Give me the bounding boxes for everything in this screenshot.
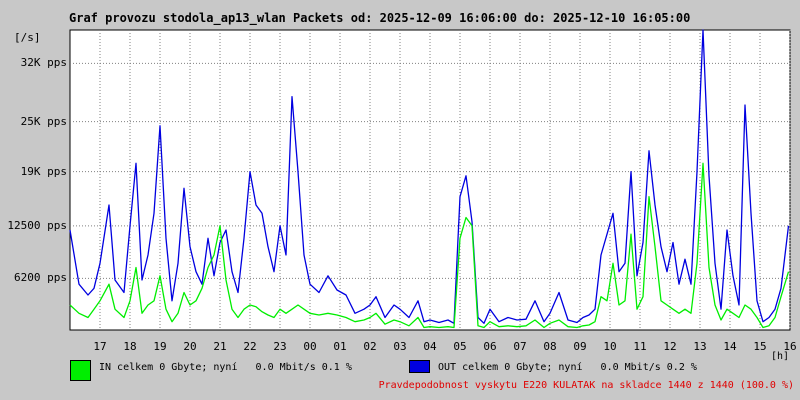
legend-out-label: OUT celkem 0 Gbyte; nyní 0.0 Mbit/s 0.2 … [438,362,697,373]
probability-note: Pravdepodobnost vyskytu E220 KULATAK na … [378,380,794,391]
x-tick-label: 19 [153,340,167,353]
series-line-out [69,29,790,324]
x-tick-label: 18 [123,340,137,353]
x-tick-label: 01 [333,340,347,353]
y-tick-label: 12500 pps [7,218,67,232]
x-tick-label: 07 [513,340,527,353]
x-tick-label: 03 [393,340,407,353]
chart-title: Graf provozu stodola_ap13_wlan Packets o… [69,11,691,25]
x-tick-label: 17 [93,340,107,353]
legend-out-swatch [409,360,430,373]
x-tick-label: 02 [363,340,377,353]
series-line-in [69,162,790,329]
x-tick-label: 11 [633,340,647,353]
y-axis-unit: [/s] [14,31,41,44]
x-tick-label: 08 [543,340,557,353]
x-tick-label: 13 [693,340,707,353]
y-tick-label: 32K pps [20,56,67,70]
x-tick-label: 10 [603,340,617,353]
x-axis-unit: [h] [771,351,790,362]
x-tick-label: 14 [723,340,737,353]
series-group [69,29,790,329]
x-tick-label: 04 [423,340,437,353]
legend-in-swatch [70,360,91,381]
x-tick-label: 09 [573,340,587,353]
x-tick-label: 22 [243,340,257,353]
x-tick-label: 15 [753,340,767,353]
y-tick-label: 6200 pps [14,271,67,285]
x-tick-label: 06 [483,340,497,353]
y-tick-label: 19K pps [20,164,67,178]
y-tick-label: 25K pps [20,114,67,128]
x-tick-label: 20 [183,340,197,353]
x-tick-label: 21 [213,340,227,353]
legend-in-label: IN celkem 0 Gbyte; nyní 0.0 Mbit/s 0.1 % [99,362,352,373]
x-tick-label: 05 [453,340,467,353]
x-tick-label: 00 [303,340,317,353]
legend-in: IN celkem 0 Gbyte; nyní 0.0 Mbit/s 0.1 % [70,360,352,381]
x-tick-label: 12 [663,340,677,353]
legend-out: OUT celkem 0 Gbyte; nyní 0.0 Mbit/s 0.2 … [409,360,697,373]
x-tick-label: 16 [783,340,797,353]
x-tick-label: 23 [273,340,287,353]
